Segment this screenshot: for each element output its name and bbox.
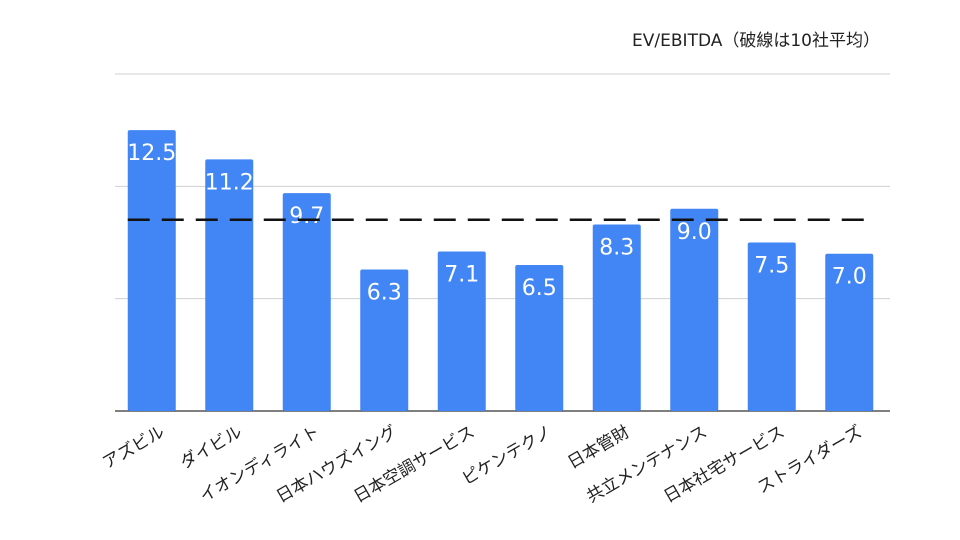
bar	[592, 224, 641, 411]
bar	[360, 269, 409, 411]
data-label: 9.7	[289, 204, 324, 229]
data-labels: 12.5 11.2 9.7 6.3 7.1 6.5 8.3 9.0 7.5 7.0	[127, 141, 866, 305]
data-label: 6.5	[522, 276, 557, 301]
data-label: 12.5	[127, 141, 176, 166]
category-label: 日本管財	[564, 422, 633, 473]
bar	[282, 193, 331, 411]
data-label: 7.1	[444, 262, 479, 287]
bar	[437, 251, 486, 411]
bar	[825, 253, 874, 411]
bar	[205, 159, 254, 411]
data-label: 9.0	[677, 220, 712, 245]
bars	[127, 130, 874, 411]
bar	[127, 130, 176, 411]
category-label: アズビル	[99, 422, 168, 473]
data-label: 11.2	[205, 170, 254, 195]
chart-title: EV/EBITDA（破線は10社平均）	[632, 31, 880, 51]
bar	[747, 242, 796, 411]
bar	[670, 208, 719, 411]
data-label: 8.3	[599, 236, 634, 261]
category-label: ダイビル	[177, 422, 246, 473]
bar	[515, 264, 564, 411]
data-label: 6.3	[367, 280, 402, 305]
data-label: 7.5	[754, 254, 789, 279]
data-label: 7.0	[832, 265, 867, 290]
